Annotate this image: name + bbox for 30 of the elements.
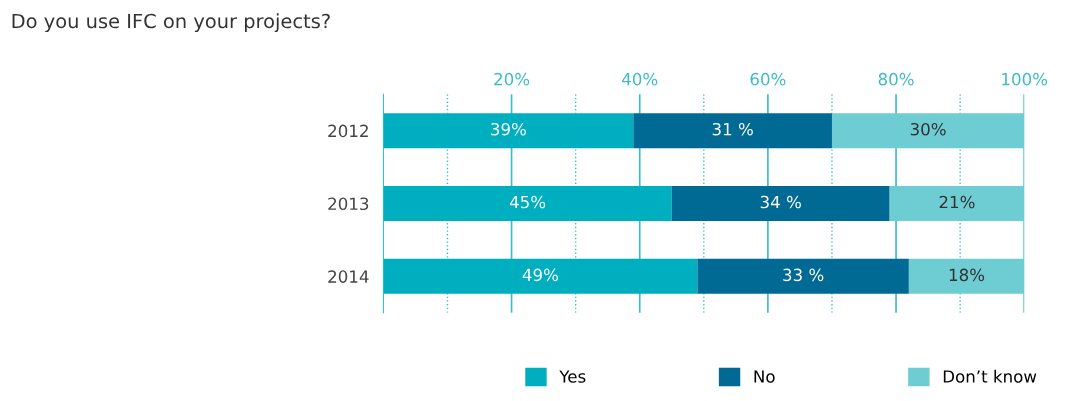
data-label: 39% [491,122,526,136]
y-tick-label: 2014 [328,270,369,283]
x-tick-label: 100% [1002,72,1048,86]
bar [383,113,634,149]
bar [697,258,909,294]
x-tick-label: 80% [878,72,914,86]
bar [831,113,1025,149]
data-label: 31 % [712,122,753,136]
x-tick-label: 40% [622,72,658,86]
bar [383,186,672,221]
y-tick-label: 2013 [328,197,369,211]
data-label: 49% [522,268,559,282]
legend-label: Don’t know [943,369,1037,383]
data-label: 45% [509,195,546,209]
data-label: 33 % [783,268,824,282]
bar [383,258,698,294]
bar [889,186,1025,221]
data-label: 34 % [760,195,801,209]
bar [671,186,890,221]
text: Do you use IFC on your projects? [12,13,330,33]
legend-label: Yes [559,370,586,383]
bar [908,258,1025,294]
data-label: 18% [949,268,985,282]
legend-label: No [754,370,775,383]
x-tick-label: 60% [750,72,786,86]
y-tick-label: 2012 [328,124,368,138]
data-label: 30% [910,122,946,136]
data-label: 21% [939,195,975,209]
x-tick-label: 20% [494,72,530,86]
bar [633,113,832,149]
